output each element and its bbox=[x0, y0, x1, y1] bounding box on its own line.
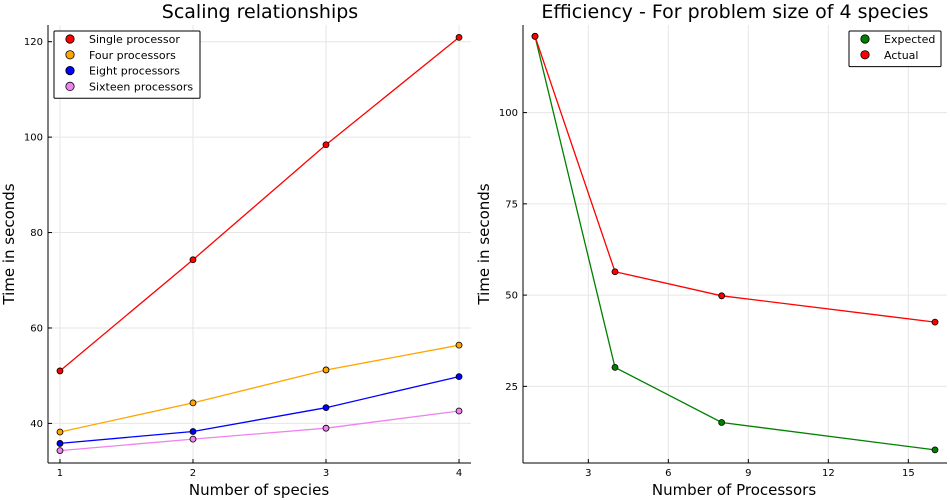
data-point bbox=[56, 447, 64, 454]
y-tick-label: 120 bbox=[24, 37, 43, 48]
legend-box bbox=[848, 30, 942, 68]
data-point bbox=[718, 292, 726, 300]
data-point bbox=[718, 419, 726, 426]
y-tick-label: 40 bbox=[30, 419, 43, 430]
x-tick-label: 3 bbox=[585, 468, 591, 479]
legend-marker bbox=[65, 66, 75, 76]
y-tick-label: 75 bbox=[505, 199, 518, 210]
data-point bbox=[189, 428, 197, 435]
series-line-0 bbox=[59, 36, 460, 372]
data-point bbox=[611, 363, 619, 371]
data-point bbox=[455, 407, 463, 415]
legend-label: Expected bbox=[884, 33, 935, 46]
y-axis-label: Time in seconds bbox=[0, 183, 18, 305]
legend-label: Sixteen processors bbox=[89, 80, 193, 93]
data-point bbox=[455, 373, 463, 381]
x-tick-label: 3 bbox=[323, 468, 329, 479]
x-tick-label: 2 bbox=[190, 468, 196, 479]
y-tick-label: 100 bbox=[499, 108, 518, 119]
legend-label: Four processors bbox=[89, 49, 176, 62]
chart-efficiency: Efficiency - For problem size of 4 speci… bbox=[475, 1, 947, 499]
data-point bbox=[56, 440, 64, 447]
series-line-0 bbox=[534, 36, 936, 451]
data-point bbox=[322, 404, 330, 412]
data-point bbox=[189, 256, 197, 264]
y-tick-label: 100 bbox=[24, 133, 43, 144]
y-tick-label: 80 bbox=[30, 228, 43, 239]
x-tick-label: 12 bbox=[822, 468, 835, 479]
legend-label: Single processor bbox=[89, 33, 180, 46]
series-line-3 bbox=[59, 410, 460, 452]
chart-title: Scaling relationships bbox=[162, 1, 358, 23]
legend-label: Eight processors bbox=[89, 65, 180, 78]
data-point bbox=[56, 428, 64, 436]
series-line-2 bbox=[59, 375, 460, 445]
legend-marker bbox=[65, 81, 75, 92]
y-tick-label: 60 bbox=[30, 323, 43, 334]
legend-marker bbox=[860, 50, 870, 60]
data-point bbox=[931, 446, 939, 454]
legend-marker bbox=[65, 34, 75, 44]
legend: Single processor Four processors Eight pro… bbox=[53, 30, 201, 99]
chart-title: Efficiency - For problem size of 4 speci… bbox=[541, 1, 928, 23]
data-point bbox=[931, 318, 939, 326]
data-point bbox=[322, 141, 330, 149]
data-point bbox=[322, 424, 330, 432]
x-axis-label: Number of Processors bbox=[652, 481, 816, 499]
x-tick-label: 1 bbox=[57, 468, 63, 479]
y-tick-label: 50 bbox=[505, 291, 518, 302]
data-point bbox=[455, 34, 463, 41]
series-line-1 bbox=[59, 344, 460, 433]
legend-marker bbox=[65, 50, 75, 60]
x-tick-label: 6 bbox=[665, 468, 671, 479]
x-axis-label: Number of species bbox=[189, 481, 329, 499]
legend: Expected Actual bbox=[848, 30, 942, 68]
data-point bbox=[189, 435, 197, 443]
y-axis-label: Time in seconds bbox=[475, 183, 493, 305]
data-point bbox=[455, 341, 463, 349]
series-line-1 bbox=[534, 36, 936, 323]
x-tick-label: 15 bbox=[902, 468, 915, 479]
data-point bbox=[531, 32, 539, 40]
chart-scaling-relationships: Scaling relationships 1 2 3 4 40 60 80 100 120 Num… bbox=[0, 1, 471, 499]
data-point bbox=[322, 366, 330, 374]
x-tick-label: 9 bbox=[745, 468, 751, 479]
y-tick-label: 25 bbox=[505, 382, 518, 393]
x-tick-label: 4 bbox=[456, 468, 462, 479]
legend-box bbox=[53, 30, 201, 99]
data-point bbox=[189, 399, 197, 407]
data-point bbox=[611, 268, 619, 276]
data-point bbox=[56, 367, 64, 375]
legend-label: Actual bbox=[884, 49, 918, 62]
legend-marker bbox=[860, 34, 870, 44]
